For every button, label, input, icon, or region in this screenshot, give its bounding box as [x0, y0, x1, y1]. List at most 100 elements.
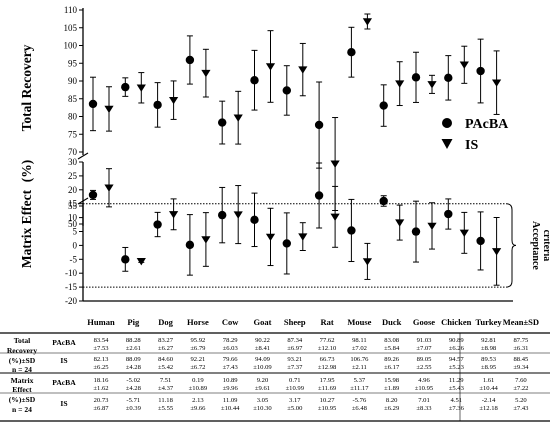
table-cell-value: 1.61: [483, 377, 495, 384]
matrix-effect-panel: -20 -15 -10 -5 0 5 10 15 20 25 30 Matrix Effect Acce…: [19, 157, 550, 327]
table-cell-value: 11.18: [158, 397, 173, 404]
table-cell-sd: ±5.55: [158, 405, 174, 412]
matrix-is-point: [169, 211, 179, 219]
recovery-pacba-point: [314, 120, 324, 130]
category-label: Chicken: [441, 317, 472, 327]
matrix-y-tick-label: -20: [65, 296, 77, 306]
recovery-is-point: [395, 80, 405, 88]
recovery-pacba-point: [282, 86, 291, 95]
table-series-label: PAcBA: [52, 378, 76, 387]
table-cell-value: 4.51: [451, 397, 463, 404]
table-cell-sd: ±2.11: [352, 364, 367, 371]
matrix-y-tick-label: 5: [73, 227, 78, 237]
table-cell-value: 79.66: [223, 356, 239, 363]
table-cell-sd: ±4.28: [126, 385, 142, 392]
table-cell-value: -2.14: [482, 397, 496, 404]
recovery-is-point: [298, 66, 308, 74]
table-series-label: PAcBA: [52, 338, 76, 347]
table-cell-value: 77.62: [320, 337, 335, 344]
table-row-label: Recovery: [7, 346, 38, 355]
category-label: Cow: [222, 317, 239, 327]
table-cell-value: 5.37: [354, 377, 366, 384]
table-cell-value: 89.05: [417, 356, 433, 363]
matrix-pacba-point: [250, 215, 259, 225]
recovery-pacba-point: [411, 73, 421, 82]
recovery-is-point: [427, 81, 437, 89]
table-cell-value: 0.71: [289, 377, 301, 384]
table-cell-value: 66.73: [320, 356, 336, 363]
table-cell-value: 83.54: [94, 337, 110, 344]
table-cell-sd: ±7.22: [513, 385, 528, 392]
table-cell-value: 11.09: [223, 397, 238, 404]
recovery-y-tick-label: 110: [64, 5, 78, 15]
matrix-y-tick-label: 10: [68, 213, 78, 223]
table-cell-value: 4.96: [418, 377, 430, 384]
table-cell-sd: ±4.28: [126, 364, 142, 371]
category-label: Rat: [320, 317, 333, 327]
table-cell-value: 15.98: [384, 377, 400, 384]
acceptance-label: Acceptance: [530, 221, 541, 270]
category-label: Duck: [382, 317, 402, 327]
table-row-label: Total: [14, 336, 31, 345]
recovery-y-tick-label: 95: [68, 58, 78, 68]
table-cell-sd: ±8.98: [481, 345, 497, 352]
table-cell-sd: ±2.55: [416, 364, 432, 371]
matrix-y-tick-label: 25: [68, 171, 78, 181]
recovery-is-point: [265, 63, 276, 71]
table-cell-sd: ±6.25: [93, 364, 109, 371]
table-cell-value: 11.29: [449, 377, 464, 384]
matrix-pacba-point: [379, 196, 388, 206]
table-cell-sd: ±10.95: [318, 405, 337, 412]
table-cell-sd: ±6.79: [190, 345, 206, 352]
table-cell-value: 90.22: [255, 337, 270, 344]
table-cell-value: 10.89: [223, 377, 239, 384]
matrix-is-point: [136, 258, 146, 266]
category-label: Goat: [254, 317, 272, 327]
table-cell-sd: ±6.97: [287, 345, 303, 352]
table-cell-value: 88.28: [126, 337, 142, 344]
acceptance-label: criteria: [541, 230, 550, 262]
table-cell-value: 8.20: [386, 397, 398, 404]
table-cell-value: 92.81: [481, 337, 496, 344]
matrix-y-tick-label: -10: [65, 268, 77, 278]
table-cell-sd: ±4.37: [158, 385, 174, 392]
matrix-is-point: [459, 229, 469, 238]
table-cell-value: -5.02: [126, 377, 140, 384]
matrix-is-point: [298, 233, 308, 241]
table-cell-value: 94.09: [255, 356, 271, 363]
recovery-y-tick-label: 80: [68, 112, 78, 122]
category-label: Dog: [158, 317, 173, 327]
table-cell-sd: ±10.44: [221, 405, 240, 412]
table-cell-sd: ±1.62: [93, 385, 108, 392]
axis-break-mark: [77, 152, 89, 160]
category-label: Human: [87, 317, 115, 327]
recovery-pacba-point: [88, 99, 98, 109]
recovery-y-tick-label: 85: [68, 94, 78, 104]
matrix-is-point: [233, 211, 243, 219]
table-cell-sd: ±11.17: [350, 385, 369, 392]
table-cell-sd: ±12.98: [318, 364, 337, 371]
recovery-y-tick-label: 50: [68, 219, 78, 229]
recovery-pacba-point: [476, 66, 485, 76]
category-label: Mean±SD: [503, 317, 539, 327]
table-cell-sd: ±10.44: [479, 385, 498, 392]
table-cell-value: 18.16: [94, 377, 110, 384]
table-cell-sd: ±10.89: [189, 385, 208, 392]
table-cell-sd: ±12.18: [479, 405, 498, 412]
table-cell-sd: ±5.42: [158, 364, 173, 371]
table-cell-value: 88.09: [126, 356, 142, 363]
recovery-is-point: [136, 84, 146, 92]
table-cell-value: 7.51: [160, 377, 172, 384]
recovery-pacba-point: [121, 82, 130, 92]
matrix-pacba-point: [411, 227, 421, 236]
recovery-is-point: [201, 69, 211, 78]
recovery-axis-title: Total Recovery: [19, 44, 34, 131]
matrix-is-point: [427, 222, 437, 231]
table-cell-sd: ±5.84: [384, 345, 400, 352]
table-cell-sd: ±2.61: [126, 345, 141, 352]
table-row-label: (%)±SD: [9, 395, 36, 404]
table-cell-sd: ±6.26: [449, 345, 465, 352]
matrix-is-point: [265, 233, 276, 242]
table-row-label: n = 24: [12, 405, 32, 414]
